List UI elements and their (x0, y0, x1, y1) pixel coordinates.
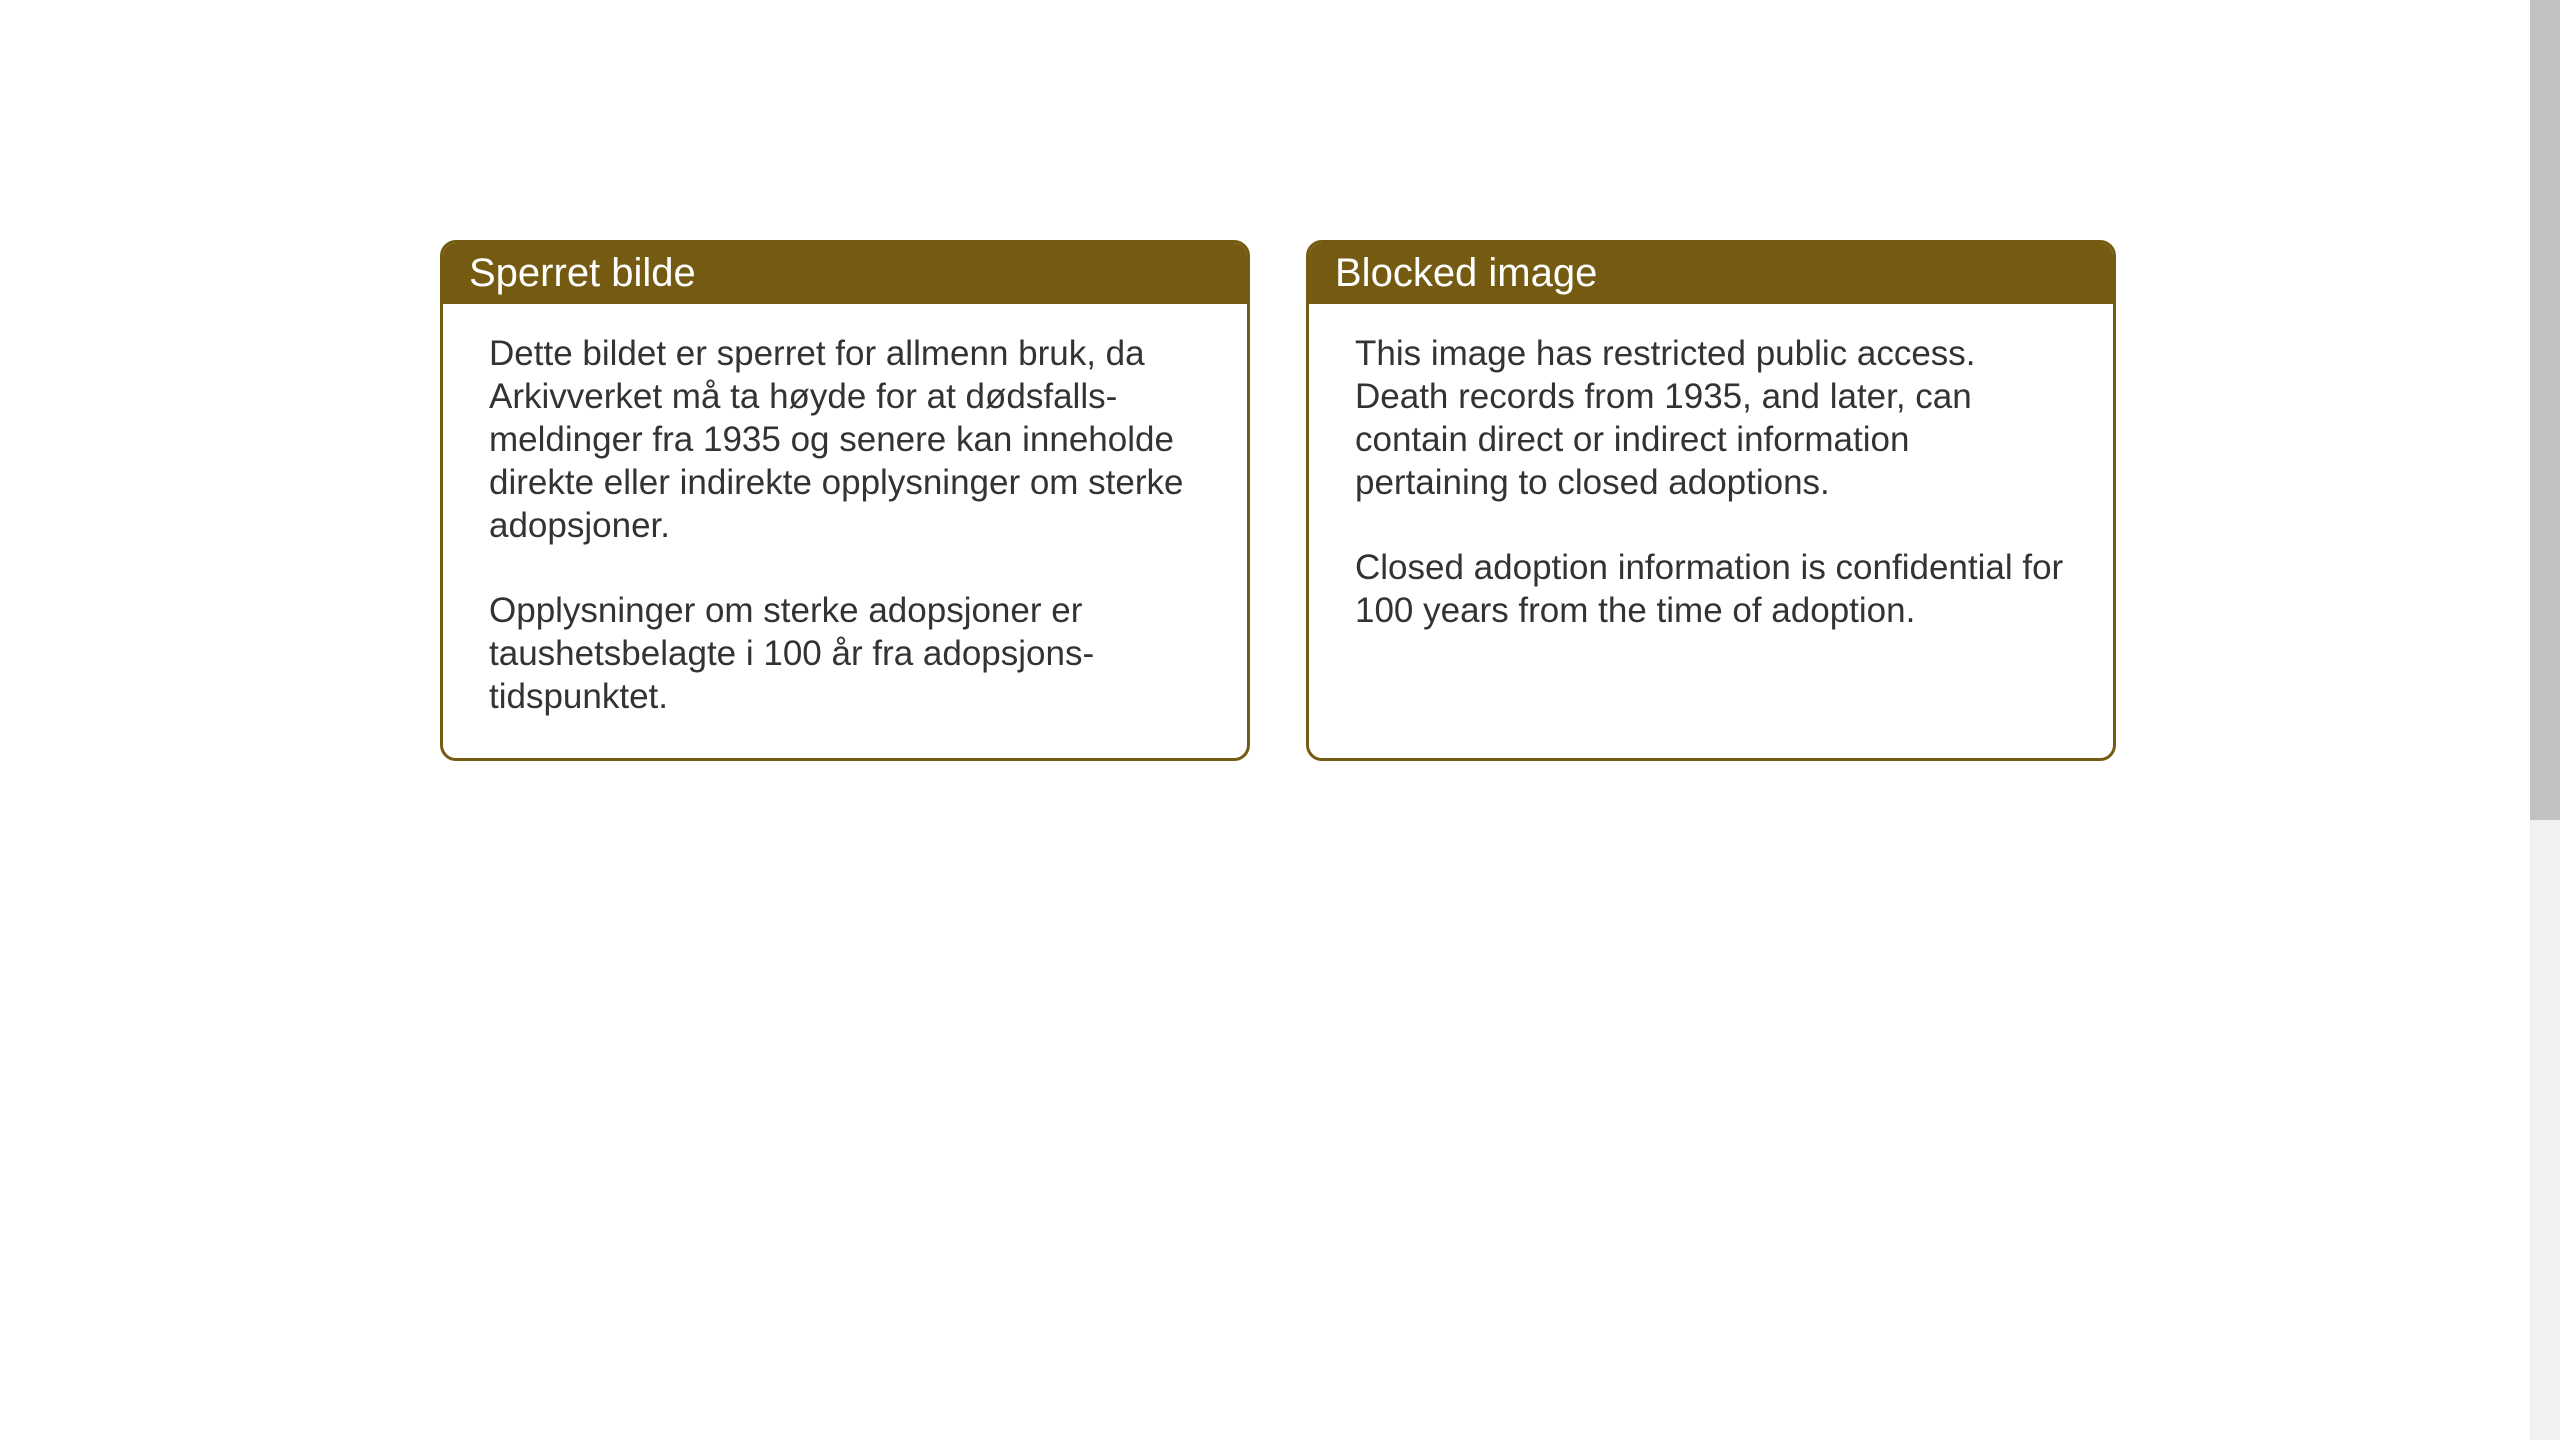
scrollbar-track[interactable] (2530, 0, 2560, 1440)
english-paragraph-1: This image has restricted public access.… (1355, 332, 2067, 504)
norwegian-paragraph-2: Opplysninger om sterke adopsjoner er tau… (489, 589, 1201, 718)
scrollbar-thumb[interactable] (2530, 0, 2560, 820)
notice-container: Sperret bilde Dette bildet er sperret fo… (440, 240, 2116, 761)
english-card-body: This image has restricted public access.… (1309, 304, 2113, 672)
english-card: Blocked image This image has restricted … (1306, 240, 2116, 761)
english-paragraph-2: Closed adoption information is confident… (1355, 546, 2067, 632)
norwegian-card-title: Sperret bilde (443, 243, 1247, 304)
norwegian-card-body: Dette bildet er sperret for allmenn bruk… (443, 304, 1247, 758)
english-card-title: Blocked image (1309, 243, 2113, 304)
norwegian-paragraph-1: Dette bildet er sperret for allmenn bruk… (489, 332, 1201, 547)
norwegian-card: Sperret bilde Dette bildet er sperret fo… (440, 240, 1250, 761)
